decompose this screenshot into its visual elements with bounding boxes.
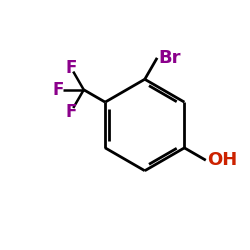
Text: F: F: [52, 81, 64, 99]
Text: Br: Br: [158, 49, 181, 67]
Text: F: F: [65, 103, 77, 121]
Text: F: F: [65, 59, 77, 77]
Text: OH: OH: [207, 151, 237, 169]
